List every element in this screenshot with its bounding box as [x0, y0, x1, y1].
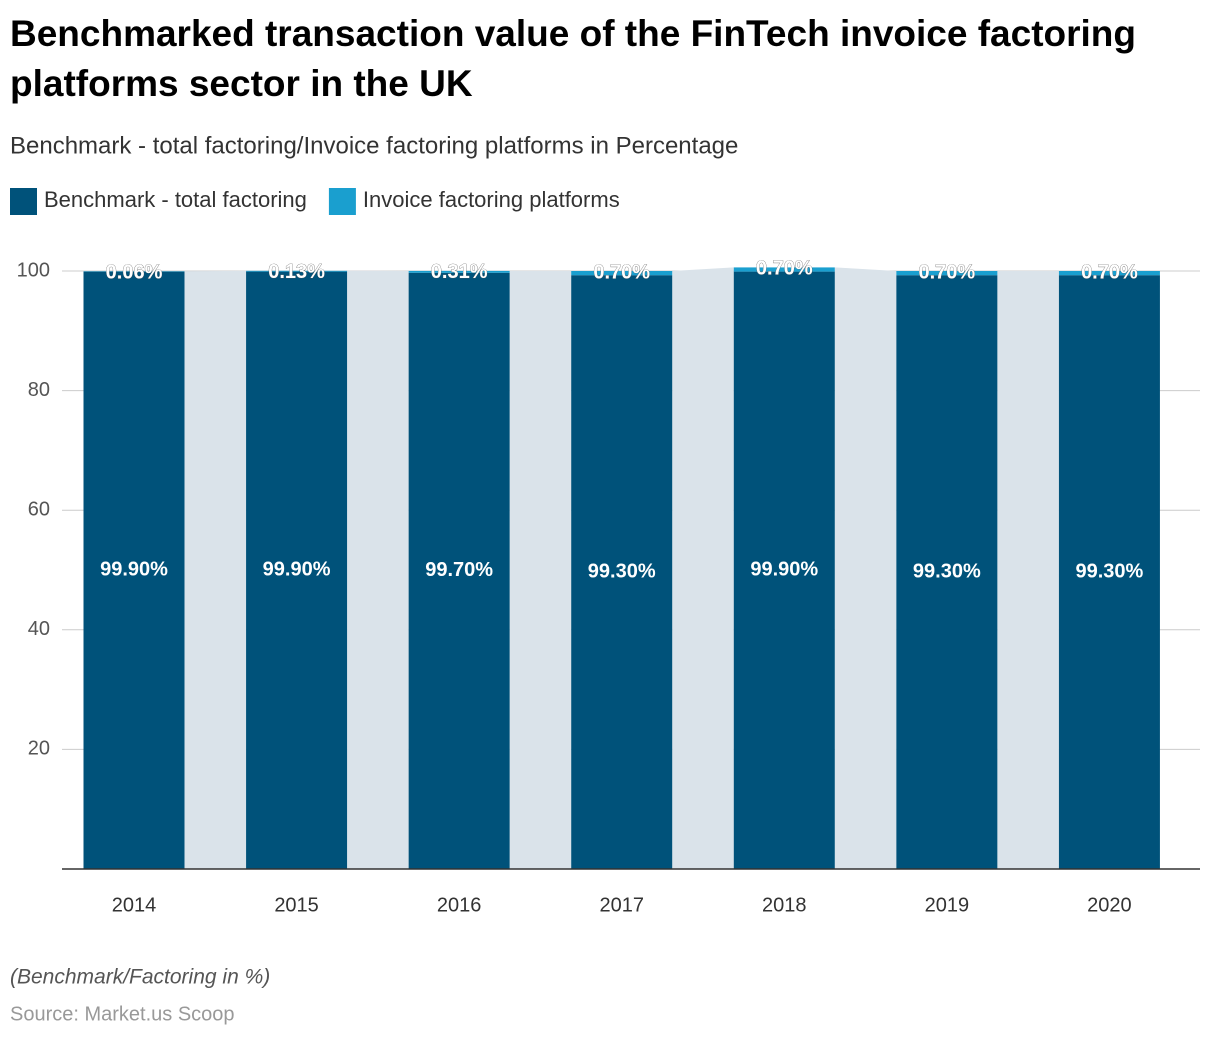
value-label: 99.30%	[1076, 560, 1144, 582]
x-tick-label: 2015	[274, 894, 319, 916]
legend-swatch	[10, 188, 37, 215]
x-tick-label: 2014	[112, 894, 157, 916]
connector	[347, 270, 409, 870]
connector	[184, 270, 247, 870]
legend-label: Benchmark - total factoring	[44, 187, 307, 212]
y-tick-label: 80	[28, 379, 50, 401]
x-tick-label: 2017	[599, 894, 644, 916]
bar	[246, 270, 348, 272]
x-tick-label: 2018	[762, 894, 807, 916]
x-tick-label: 2016	[437, 894, 482, 916]
source: Source: Market.us Scoop	[10, 1003, 235, 1025]
value-label: 99.90%	[100, 559, 168, 581]
bar	[83, 271, 185, 869]
bar	[408, 270, 510, 273]
bar	[896, 275, 998, 869]
value-label: 99.70%	[425, 559, 493, 581]
bar	[1058, 275, 1160, 869]
value-label: 99.90%	[263, 559, 331, 581]
value-label: 99.90%	[750, 559, 818, 581]
value-label: 99.30%	[913, 560, 981, 582]
x-tick-label: 2020	[1087, 894, 1132, 916]
y-tick-label: 20	[28, 738, 50, 760]
value-label: 0.70%	[593, 261, 650, 283]
value-label: 0.13%	[268, 261, 325, 283]
y-tick-label: 100	[17, 259, 50, 281]
bar	[408, 272, 510, 869]
bar	[571, 271, 673, 276]
connector	[509, 270, 572, 869]
bar	[246, 271, 348, 869]
legend-swatch	[328, 188, 356, 215]
connector	[997, 271, 1059, 869]
value-label: 0.70%	[1081, 261, 1138, 283]
legend-label: Invoice factoring platforms	[363, 187, 620, 212]
x-tick-label: 2019	[925, 894, 970, 916]
value-label: 0.31%	[431, 261, 488, 283]
note: (Benchmark/Factoring in %)	[10, 966, 270, 989]
bar	[733, 271, 835, 869]
chart-subtitle: Benchmark - total factoring/Invoice fact…	[10, 132, 738, 159]
bar	[1058, 271, 1160, 276]
bar	[733, 267, 835, 272]
bar	[571, 275, 673, 869]
y-tick-label: 40	[28, 618, 50, 640]
bar	[896, 271, 998, 276]
y-tick-label: 60	[28, 498, 50, 520]
value-label: 0.70%	[756, 258, 813, 280]
value-label: 99.30%	[588, 560, 656, 582]
connector	[672, 267, 734, 869]
chart-title: Benchmarked transaction value of the Fin…	[10, 13, 1136, 104]
value-label: 0.70%	[918, 261, 975, 283]
connector	[834, 267, 897, 869]
value-label: 0.06%	[106, 262, 163, 284]
